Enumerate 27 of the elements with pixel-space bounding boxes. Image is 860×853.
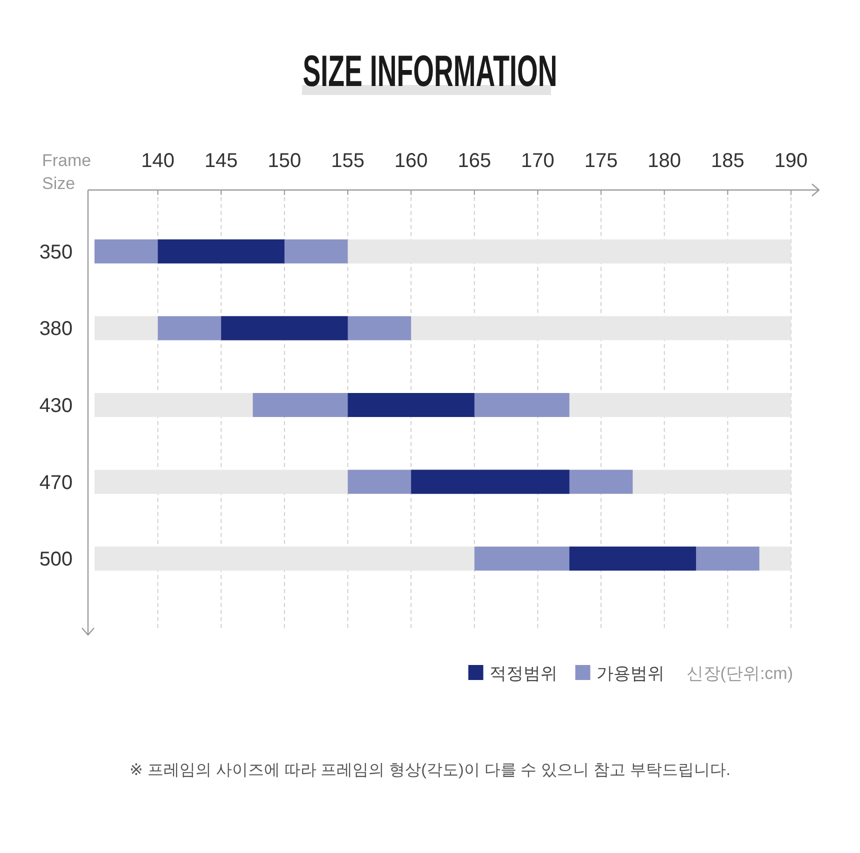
x-tick-label: 145: [204, 150, 238, 172]
x-tick-label: 190: [774, 150, 808, 172]
bar: [221, 316, 348, 340]
y-tick-label: 380: [39, 318, 73, 340]
x-tick-label: 185: [710, 150, 744, 172]
x-tick-label: 155: [331, 150, 364, 172]
x-tick-label: 150: [268, 150, 302, 172]
bar: [569, 546, 696, 571]
bar: [411, 470, 570, 494]
bar: [348, 393, 474, 417]
legend-label: 적정범위: [489, 664, 558, 683]
x-tick-label: 180: [648, 150, 682, 172]
text: ※ 프레임의 사이즈에 따라 프레임의 형상(각도)이 다를 수 있으니 참고 부탁드립니다.: [130, 762, 730, 779]
bar: [158, 239, 284, 264]
x-axis-title: 신장(단위:cm): [686, 664, 793, 683]
x-tick-label: 160: [394, 150, 428, 172]
x-tick-label: 165: [458, 150, 492, 172]
y-tick-label: 350: [39, 241, 73, 264]
y-tick-label: 470: [39, 472, 73, 494]
y-axis-title: Frame Size: [42, 151, 92, 193]
x-tick-label: 175: [584, 150, 618, 172]
chart-title: SIZE INFORMATION: [302, 46, 558, 96]
y-tick-label: 430: [39, 395, 73, 417]
y-tick-label: 500: [39, 548, 73, 571]
x-tick-label: 140: [141, 150, 175, 172]
legend-label: 가용범위: [596, 664, 664, 683]
x-tick-label: 170: [521, 150, 554, 172]
